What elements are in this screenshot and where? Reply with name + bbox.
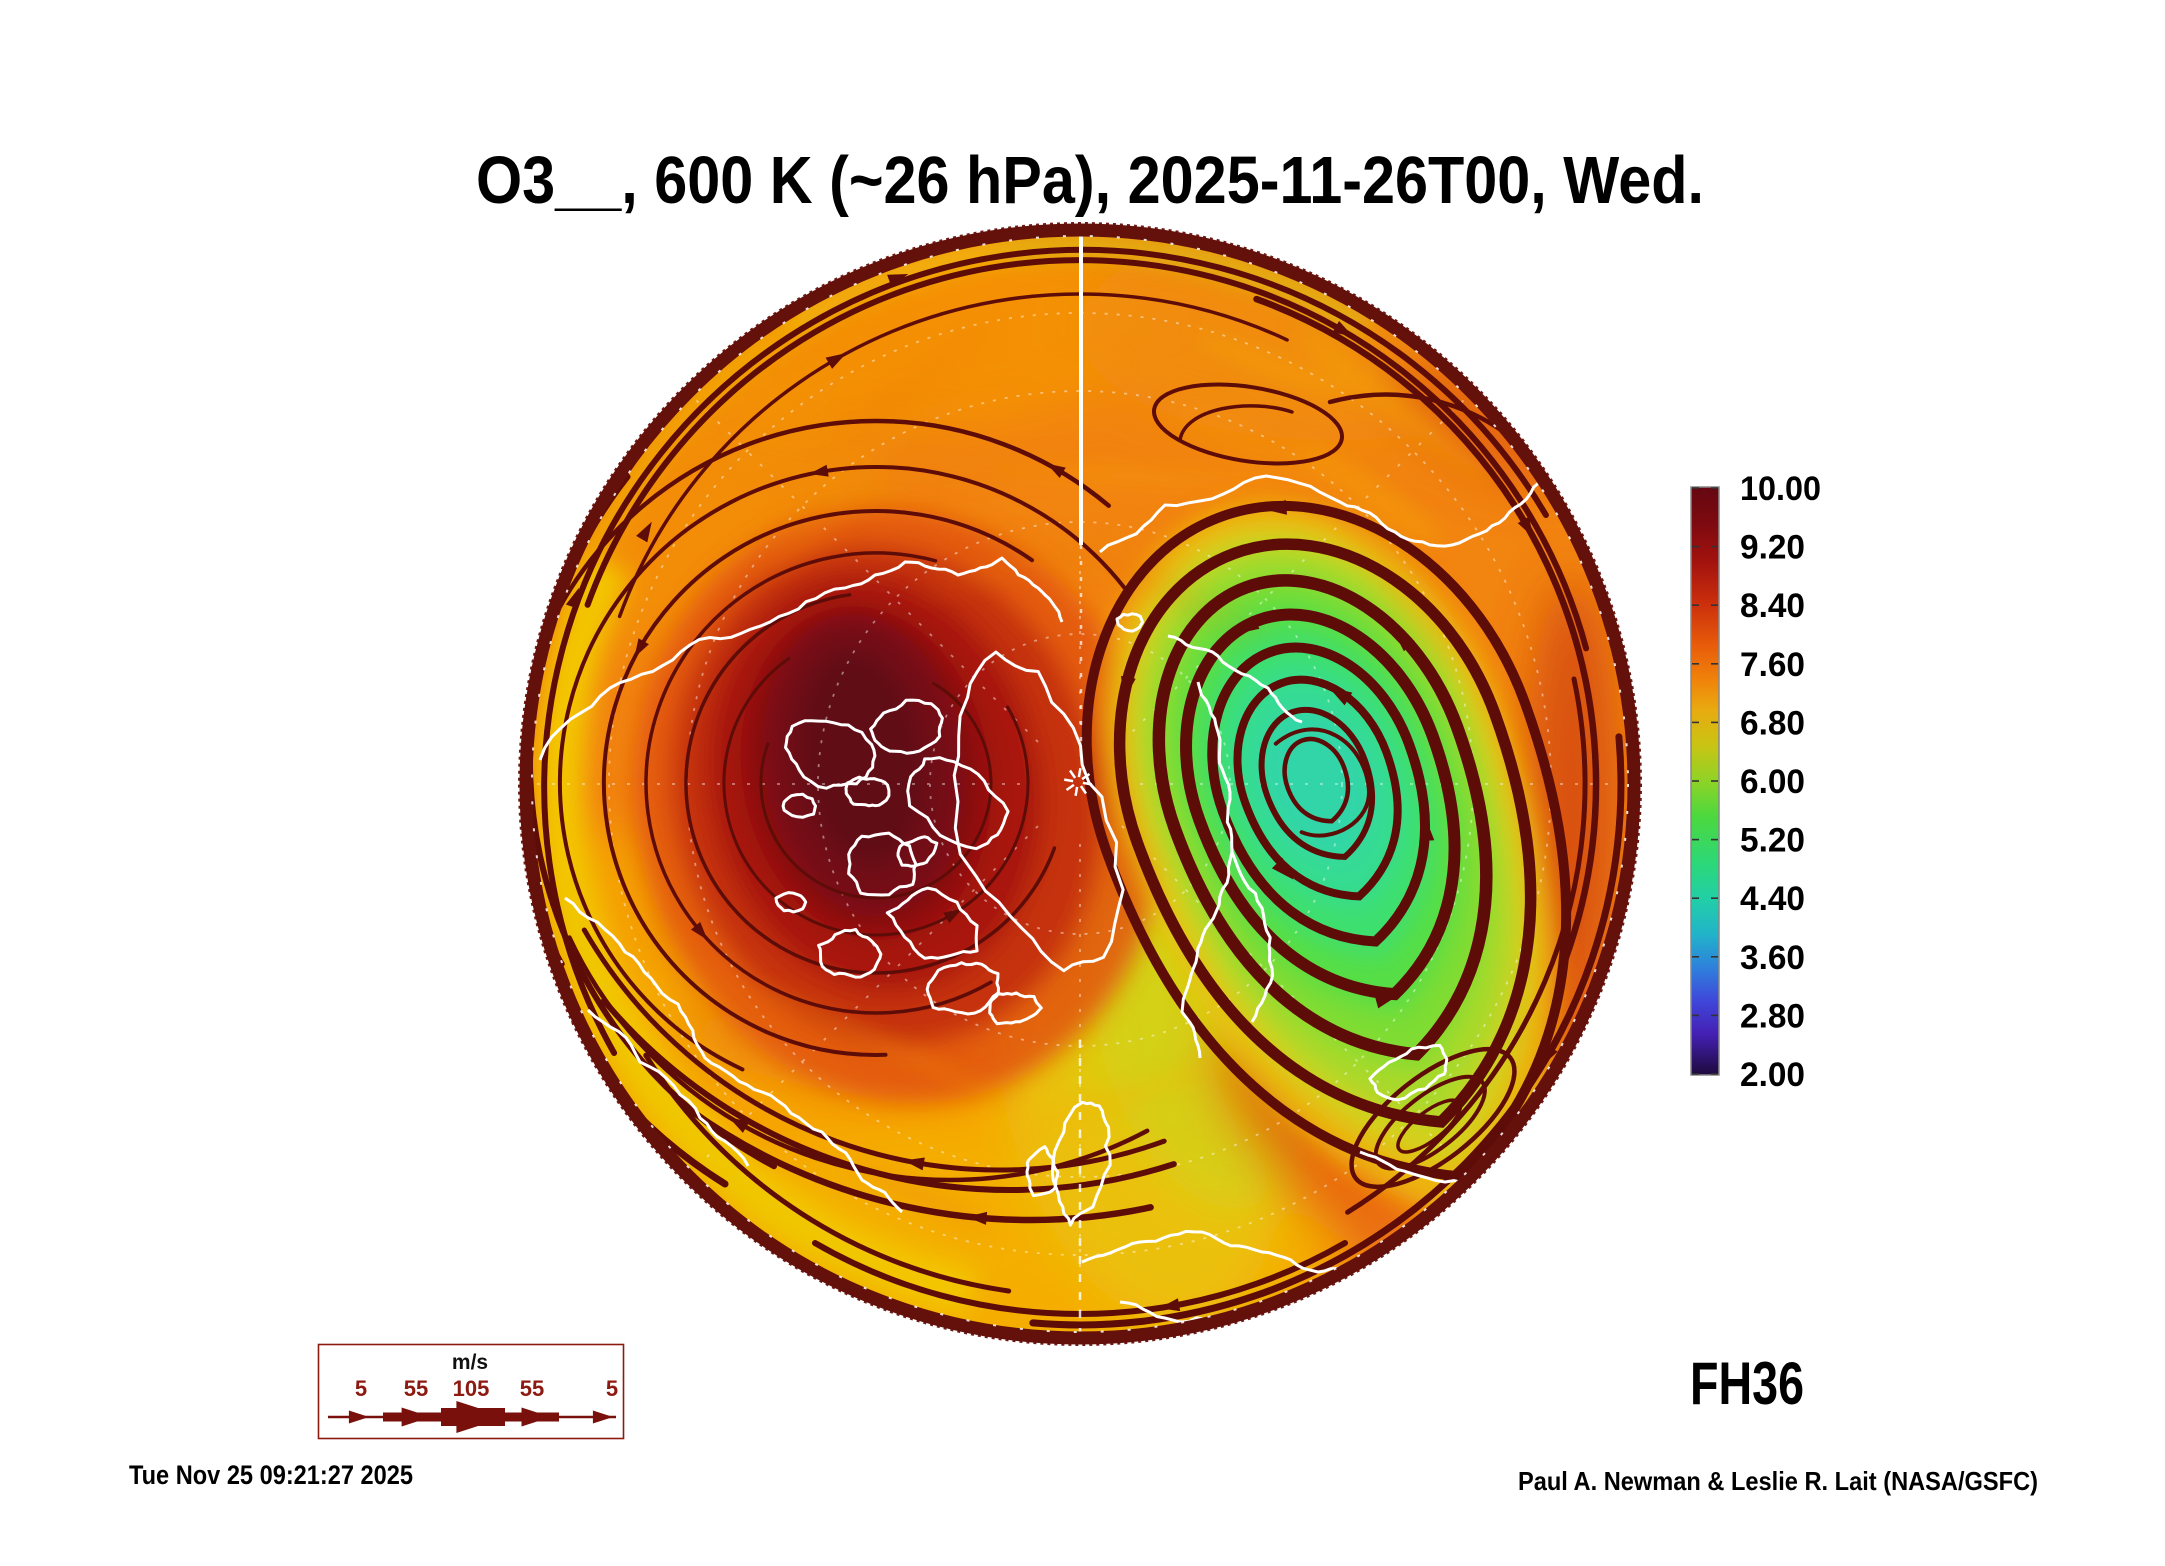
svg-text:7.60: 7.60 — [1740, 646, 1805, 684]
svg-text:10.00: 10.00 — [1740, 470, 1821, 508]
svg-text:5: 5 — [606, 1376, 618, 1401]
svg-text:Tue Nov 25 09:21:27 2025: Tue Nov 25 09:21:27 2025 — [129, 1460, 413, 1490]
svg-text:55: 55 — [520, 1376, 544, 1401]
svg-text:5.20: 5.20 — [1740, 822, 1805, 860]
svg-text:5: 5 — [355, 1376, 367, 1401]
svg-text:6.00: 6.00 — [1740, 763, 1805, 801]
svg-text:105: 105 — [453, 1376, 490, 1401]
svg-text:3.60: 3.60 — [1740, 939, 1805, 977]
svg-text:FH36: FH36 — [1690, 1350, 1804, 1417]
svg-text:O3__, 600 K (~26 hPa), 2025-11: O3__, 600 K (~26 hPa), 2025-11-26T00, We… — [476, 143, 1704, 218]
svg-text:55: 55 — [404, 1376, 428, 1401]
svg-text:6.80: 6.80 — [1740, 704, 1805, 742]
svg-text:m/s: m/s — [452, 1351, 488, 1374]
svg-text:Paul A. Newman & Leslie R. Lai: Paul A. Newman & Leslie R. Lait (NASA/GS… — [1518, 1466, 2038, 1496]
svg-text:2.80: 2.80 — [1740, 997, 1805, 1035]
svg-text:4.40: 4.40 — [1740, 880, 1805, 918]
svg-text:2.00: 2.00 — [1740, 1056, 1805, 1094]
svg-text:9.20: 9.20 — [1740, 529, 1805, 567]
svg-text:8.40: 8.40 — [1740, 587, 1805, 625]
